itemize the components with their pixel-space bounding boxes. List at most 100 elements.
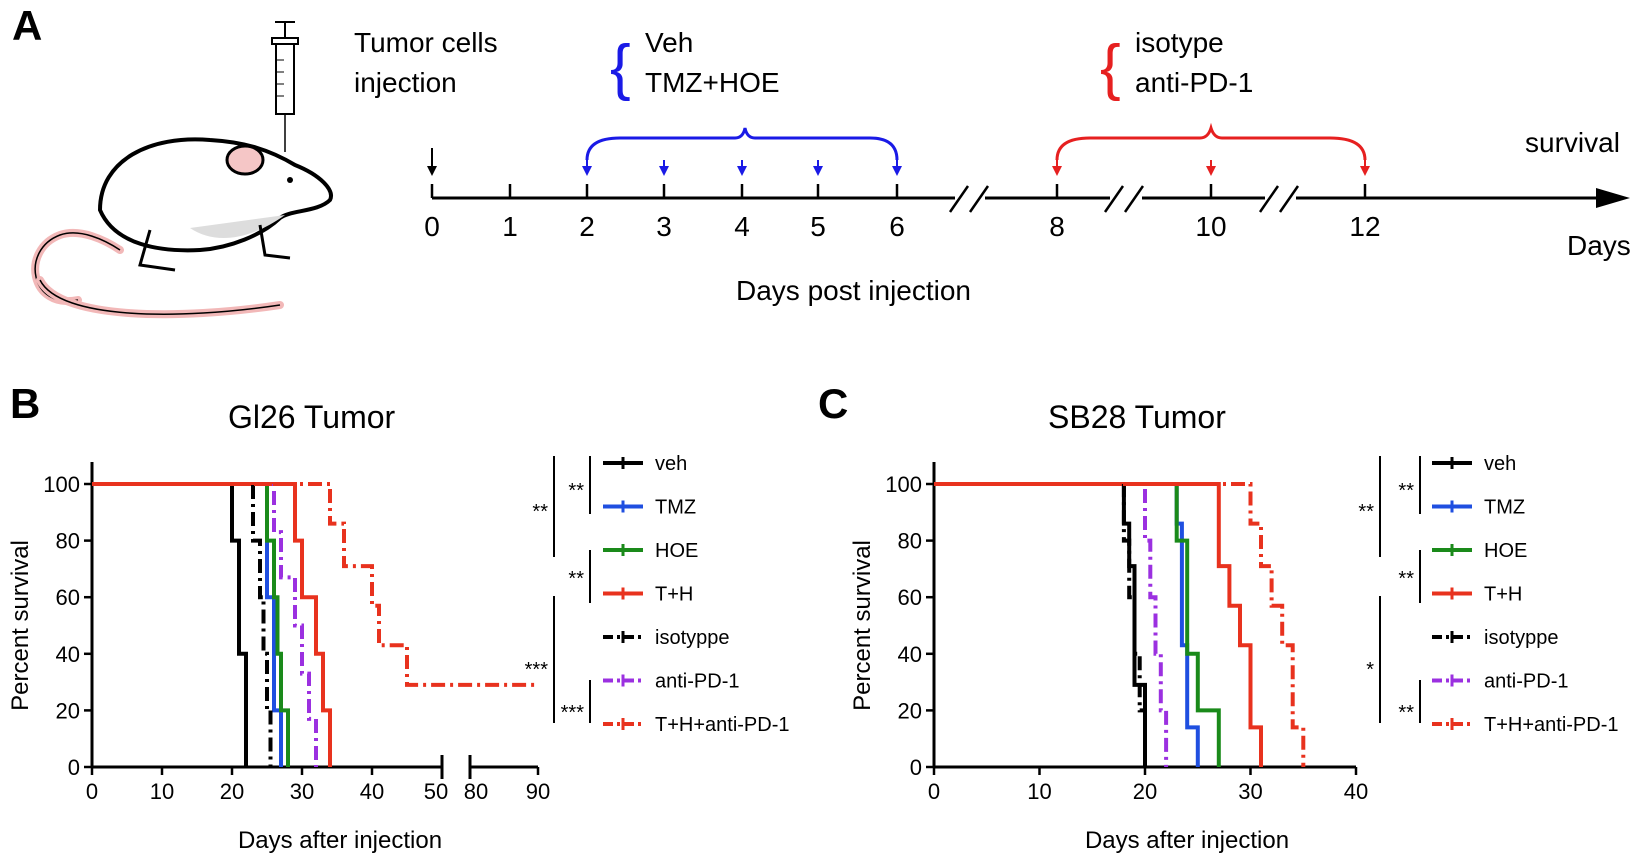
legend-label: HOE [1484, 540, 1527, 562]
timeline-ticks: 0 1 2 3 4 5 6 8 10 12 [424, 184, 1381, 242]
significance-label: *** [561, 702, 585, 724]
legend-label: anti-PD-1 [1484, 671, 1568, 693]
survival-curve-t-h [92, 482, 332, 767]
x-tick-label: 0 [86, 779, 98, 804]
survival-curve-isotyppe [934, 482, 1147, 767]
panel-a: A Tumor cells injection [12, 2, 1631, 319]
survival-curve-t-h [934, 482, 1263, 767]
x-tick-label: 80 [464, 779, 488, 804]
y-tick-label: 60 [898, 585, 922, 610]
significance-label: ** [1398, 702, 1414, 724]
syringe-icon [271, 21, 299, 152]
chart-gl26: 0 20 40 60 80 100 Percent survival 0 10 20 30 40 50 8… [7, 453, 790, 854]
dose-arrow-icon [813, 166, 823, 176]
x-tick-label: 40 [1344, 779, 1368, 804]
significance-label: ** [568, 568, 584, 590]
injection-text-2: injection [354, 67, 457, 98]
x-tick-label: 40 [360, 779, 384, 804]
panel-c-title: SB28 Tumor [1048, 399, 1226, 435]
legend-label: T+H+anti-PD-1 [655, 714, 790, 736]
y-tick-label: 20 [898, 698, 922, 723]
dose-arrow-icon [1360, 166, 1370, 176]
legend-label: anti-PD-1 [655, 671, 739, 693]
panel-a-label: A [12, 2, 42, 49]
survival-label: survival [1525, 127, 1620, 158]
treatment-2-label-isotype: isotype [1135, 27, 1224, 58]
dose-arrow-icon [582, 166, 592, 176]
survival-curve-t-h-anti-pd-1 [934, 482, 1306, 767]
treatment-1-label-tmz-hoe: TMZ+HOE [645, 67, 780, 98]
y-tick-label: 100 [885, 472, 922, 497]
treatment-1-label-veh: Veh [645, 27, 693, 58]
y-tick-label: 100 [43, 472, 80, 497]
dose-arrow-icon [1052, 166, 1062, 176]
y-tick-label: 40 [898, 642, 922, 667]
x-tick-label: 90 [526, 779, 550, 804]
treatment-1-brace [585, 127, 899, 161]
survival-curve-hoe [92, 482, 290, 767]
significance-label: ** [568, 480, 584, 502]
dose-arrow-icon [892, 166, 902, 176]
timeline-tick-label: 5 [810, 211, 826, 242]
panel-c-label: C [818, 380, 848, 427]
dose-arrow-icon [659, 166, 669, 176]
y-tick-label: 80 [898, 529, 922, 554]
dose-arrow-icon [1206, 166, 1216, 176]
y-tick-label: 40 [56, 642, 80, 667]
timeline-tick-label: 2 [579, 211, 595, 242]
panel-b-label: B [10, 380, 40, 427]
legend-label: TMZ [655, 497, 696, 519]
survival-curve-anti-pd-1 [934, 482, 1169, 767]
significance-label: ** [532, 501, 548, 523]
x-tick-label: 20 [1133, 779, 1157, 804]
y-axis-label: Percent survival [849, 540, 876, 711]
timeline-tick-label: 12 [1349, 211, 1380, 242]
y-axis-label: Percent survival [7, 540, 34, 711]
survival-curve-hoe [934, 482, 1221, 767]
timeline-tick-label: 6 [889, 211, 905, 242]
survival-curve-t-h-anti-pd-1 [92, 482, 538, 687]
survival-curve-veh [934, 482, 1147, 767]
timeline-tick-label: 8 [1049, 211, 1065, 242]
y-tick-label: 0 [910, 755, 922, 780]
timeline-tick-label: 1 [502, 211, 518, 242]
x-tick-label: 20 [220, 779, 244, 804]
panel-b-title: Gl26 Tumor [228, 399, 396, 435]
significance-label: ** [1398, 480, 1414, 502]
survival-curve-tmz [92, 482, 283, 767]
treatment-2-brace [1055, 122, 1367, 161]
timeline-tick-label: 4 [734, 211, 750, 242]
chart-sb28: 0 20 40 60 80 100 Percent survival 0 10 20 30 40 Day… [849, 453, 1619, 854]
treatment-2-label-anti-pd1: anti-PD-1 [1135, 67, 1253, 98]
dose-arrow-icon [737, 166, 747, 176]
timeline-axis [432, 185, 1630, 213]
survival-curve-tmz [934, 482, 1200, 767]
legend-label: T+H [1484, 584, 1522, 606]
x-axis-label: Days after injection [1085, 827, 1289, 854]
legend-label: isotyppe [655, 627, 730, 649]
x-tick-label: 10 [150, 779, 174, 804]
survival-curve-anti-pd-1 [92, 482, 318, 767]
injection-arrow-icon [427, 148, 437, 176]
y-tick-label: 20 [56, 698, 80, 723]
timeline-tick-label: 0 [424, 211, 440, 242]
mouse-illustration-icon [31, 137, 333, 319]
x-tick-label: 0 [928, 779, 940, 804]
survival-curve-isotyppe [92, 482, 273, 767]
survival-curve-veh [92, 482, 248, 767]
y-tick-label: 80 [56, 529, 80, 554]
treatment-1-arrows [582, 160, 902, 176]
red-brace-icon: { [1100, 33, 1121, 102]
x-axis-label: Days after injection [238, 827, 442, 854]
treatment-2-arrows [1052, 160, 1370, 176]
timeline-tick-label: 10 [1195, 211, 1226, 242]
legend-label: T+H+anti-PD-1 [1484, 714, 1619, 736]
timeline-tick-label: 3 [656, 211, 672, 242]
x-tick-label: 30 [1238, 779, 1262, 804]
legend-label: veh [1484, 453, 1516, 475]
legend-label: isotyppe [1484, 627, 1559, 649]
legend-label: HOE [655, 540, 698, 562]
x-tick-label: 10 [1027, 779, 1051, 804]
